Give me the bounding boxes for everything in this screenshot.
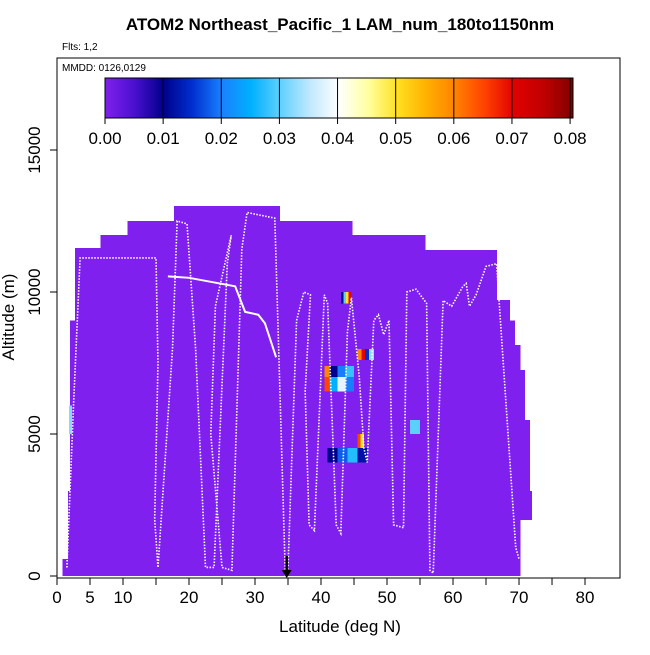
x-tick-label: 10: [114, 588, 133, 607]
curtain-cell: [361, 348, 366, 361]
curtain-cell: [70, 320, 75, 576]
curtain-cell: [365, 348, 370, 361]
flight-track: [167, 275, 278, 358]
curtain-cell: [327, 448, 338, 463]
curtain-cell: [515, 345, 521, 576]
annotation: MMDD: 0126,0129: [62, 63, 146, 74]
colorbar-tick-label: 0.05: [379, 129, 412, 148]
curtain-cell: [337, 365, 346, 378]
plot-frame: [56, 57, 621, 579]
curtain-cell: [352, 235, 426, 577]
curtain-cell: [530, 490, 533, 521]
x-tick-label: 60: [444, 588, 463, 607]
curtain-cell: [337, 448, 348, 463]
curtain-cell: [357, 434, 361, 449]
y-tick-label: 10000: [25, 268, 44, 315]
arrow-head: [281, 570, 292, 578]
x-tick-label: 80: [576, 588, 595, 607]
x-tick-label: 30: [246, 588, 265, 607]
x-tick-label: 40: [312, 588, 331, 607]
curtain-cell: [68, 490, 71, 576]
curtain-cell: [497, 299, 510, 576]
curtain-cell: [280, 221, 353, 576]
chart-title: ATOM2 Northeast_Pacific_1 LAM_num_180to1…: [126, 15, 554, 34]
curtain-cell: [329, 377, 338, 392]
curtain-cell: [62, 558, 69, 576]
curtain-cell: [329, 365, 338, 378]
curtain-cell: [337, 377, 346, 392]
curtain-cell: [410, 419, 421, 435]
x-tick-label: 20: [180, 588, 199, 607]
colorbar-tick-label: 0.06: [437, 129, 470, 148]
x-tick-label: 70: [510, 588, 529, 607]
curtain-cell: [343, 292, 347, 304]
curtain-cell: [345, 377, 355, 392]
curtain-cell: [360, 434, 364, 449]
colorbar-tick-label: 0.02: [205, 129, 238, 148]
y-axis-label: Altitude (m): [0, 274, 18, 361]
y-tick-label: 5000: [25, 415, 44, 453]
x-tick-label: 5: [85, 588, 94, 607]
curtain-cell: [348, 292, 352, 304]
curtain-cell: [357, 348, 362, 361]
x-axis-label: Latitude (deg N): [279, 617, 401, 636]
curtain-cell: [340, 292, 344, 304]
curtain-cell: [324, 365, 330, 378]
colorbar-tick-label: 0.07: [495, 129, 528, 148]
colorbar-tick-label: 0.00: [88, 129, 121, 148]
curtain-cell: [520, 370, 525, 521]
subtitle: Flts: 1,2: [62, 42, 98, 53]
curtain-cell: [357, 448, 368, 463]
curtain-cell: [68, 405, 73, 435]
curtain-cell: [173, 205, 281, 577]
curtain-cell: [425, 249, 498, 576]
curtain-cell: [100, 235, 128, 577]
colorbar-tick-label: 0.04: [321, 129, 354, 148]
colorbar: [104, 77, 574, 119]
curtain-cell: [346, 292, 349, 304]
x-tick-label: 50: [378, 588, 397, 607]
curtain-cell: [347, 448, 358, 463]
curtain-cell: [509, 320, 516, 576]
y-tick-label: 15000: [25, 126, 44, 173]
curtain-cell: [345, 365, 355, 378]
x-tick-label: 0: [52, 588, 61, 607]
colorbar-tick-label: 0.01: [147, 129, 180, 148]
colorbar-tick-label: 0.08: [554, 129, 587, 148]
curtain-cell: [524, 419, 531, 521]
curtain-cell: [324, 377, 330, 392]
colorbar-tick-label: 0.03: [263, 129, 296, 148]
y-tick-label: 0: [25, 571, 44, 580]
curtain-cell: [74, 247, 101, 577]
curtain-cell: [127, 221, 174, 576]
